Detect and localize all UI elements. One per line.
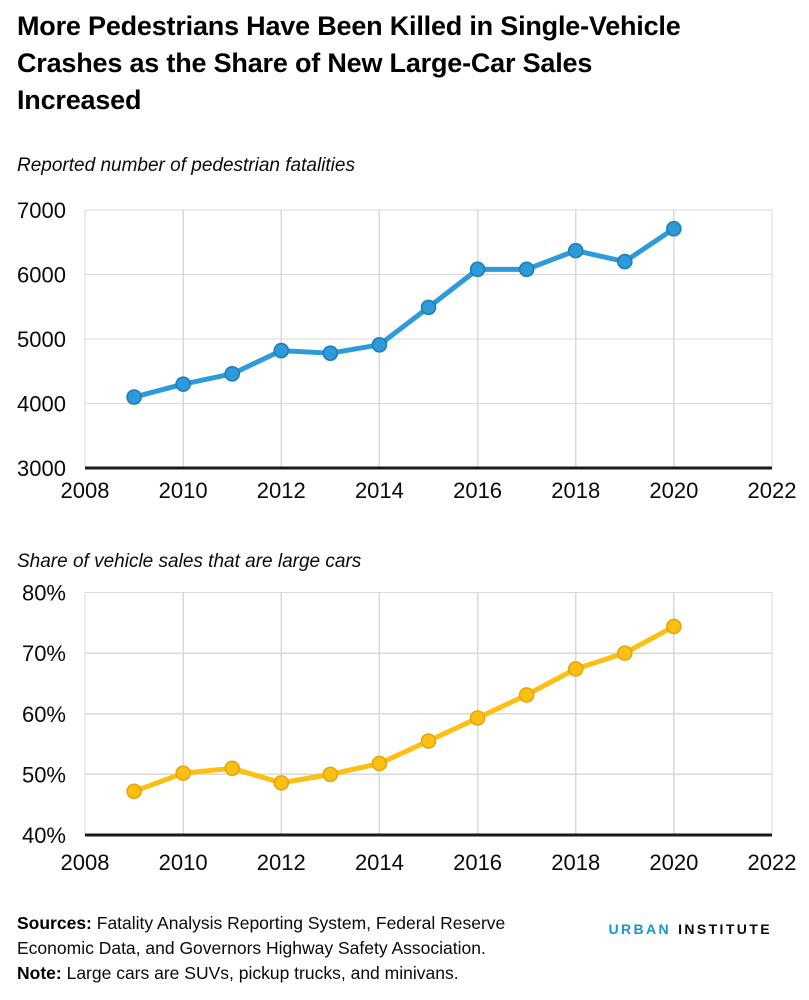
y-tick-label: 80% xyxy=(22,581,66,606)
fatalities-chart-subtitle: Reported number of pedestrian fatalities xyxy=(17,155,355,176)
data-point xyxy=(322,345,339,361)
data-point xyxy=(616,253,633,270)
x-tick-label: 2020 xyxy=(649,850,698,875)
y-tick-label: 5000 xyxy=(17,327,66,352)
x-tick-label: 2016 xyxy=(453,850,502,875)
x-tick-label: 2016 xyxy=(453,478,502,503)
data-point xyxy=(322,766,339,783)
pedestrian-fatalities-line-chart: 3000 4000 5000 6000 7000 2008 2010 2012 2014 2016… xyxy=(17,198,797,503)
data-point xyxy=(224,760,241,777)
data-point xyxy=(616,645,633,661)
x-tick-label: 2022 xyxy=(748,850,797,875)
note-text: Note: Large cars are SUVs, pickup trucks… xyxy=(17,963,459,983)
x-tick-label: 2012 xyxy=(257,850,306,875)
x-tick-label: 2020 xyxy=(649,478,698,503)
large-car-share-line-chart: 40% 50% 60% 70% 80% 2008 2010 2012 2014 2016 2018 2… xyxy=(22,581,797,876)
data-point xyxy=(273,342,290,359)
sources-label: Sources: xyxy=(17,913,92,933)
data-point xyxy=(371,755,388,772)
x-tick-label: 2022 xyxy=(748,478,797,503)
data-point xyxy=(518,687,535,703)
logo-institute-text: INSTITUTE xyxy=(678,921,772,937)
x-tick-label: 2014 xyxy=(355,850,404,875)
urban-institute-logo: URBAN INSTITUTE xyxy=(609,921,773,937)
data-line xyxy=(131,623,677,794)
x-tick-label: 2014 xyxy=(355,478,404,503)
x-tick-label: 2008 xyxy=(61,850,110,875)
data-point xyxy=(420,299,437,316)
data-point xyxy=(126,389,142,405)
y-tick-label: 4000 xyxy=(17,392,66,417)
note-label: Note: xyxy=(17,963,62,983)
data-line xyxy=(131,226,677,400)
page-title-line-3: Increased xyxy=(17,85,142,115)
y-tick-label: 60% xyxy=(22,702,66,727)
data-point xyxy=(567,242,584,259)
x-tick-label: 2010 xyxy=(159,478,208,503)
data-point xyxy=(420,733,437,749)
data-point xyxy=(666,618,682,635)
data-point xyxy=(371,337,388,353)
data-point xyxy=(567,661,584,677)
data-point xyxy=(518,261,535,278)
x-tick-label: 2008 xyxy=(61,478,110,503)
page-title: More Pedestrians Have Been Killed in Sin… xyxy=(17,8,797,119)
y-tick-label: 50% xyxy=(22,762,66,787)
page-title-line-1: More Pedestrians Have Been Killed in Sin… xyxy=(17,11,681,41)
y-tick-label: 6000 xyxy=(17,263,66,288)
logo-urban-text: URBAN xyxy=(608,921,672,937)
data-point xyxy=(175,376,191,392)
sources-text: Sources: Fatality Analysis Reporting Sys… xyxy=(17,913,506,958)
x-tick-label: 2018 xyxy=(551,478,600,503)
data-point xyxy=(126,783,142,800)
y-tick-label: 40% xyxy=(22,823,66,848)
data-point xyxy=(666,220,682,237)
footer: Sources: Fatality Analysis Reporting Sys… xyxy=(17,911,577,986)
x-tick-label: 2010 xyxy=(159,850,208,875)
data-point xyxy=(273,775,290,791)
data-point xyxy=(469,710,486,726)
large-car-share-chart-subtitle: Share of vehicle sales that are large ca… xyxy=(17,551,362,572)
x-tick-label: 2012 xyxy=(257,478,306,503)
page-title-line-2: Crashes as the Share of New Large-Car Sa… xyxy=(17,48,593,78)
data-point xyxy=(224,366,241,382)
y-tick-label: 3000 xyxy=(17,456,66,481)
y-tick-label: 7000 xyxy=(17,198,66,223)
data-point xyxy=(175,765,191,781)
y-tick-label: 70% xyxy=(22,641,66,666)
data-point xyxy=(469,261,486,278)
x-tick-label: 2018 xyxy=(551,850,600,875)
